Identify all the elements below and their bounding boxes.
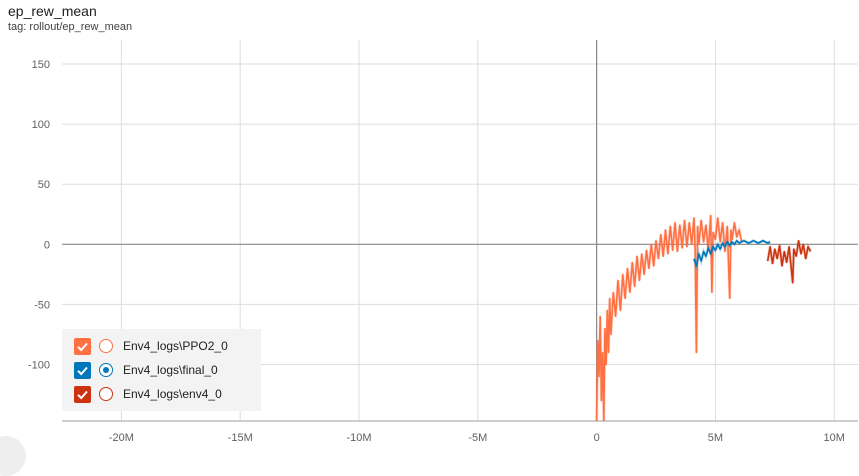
series-line-0 — [595, 214, 743, 421]
chart-title: ep_rew_mean — [8, 3, 97, 19]
chart-tag: tag: rollout/ep_rew_mean — [8, 21, 133, 33]
checkbox-checked-icon[interactable] — [74, 361, 91, 379]
y-tick-label: 100 — [32, 119, 50, 131]
series-line-1 — [693, 239, 771, 267]
x-tick-label: 10M — [824, 432, 845, 444]
x-tick-label: -15M — [228, 432, 253, 444]
series-line-2 — [766, 239, 812, 284]
legend-item-label: Env4_logs\PPO2_0 — [123, 339, 228, 353]
radio-selected-icon[interactable] — [99, 363, 113, 377]
x-tick-label: -20M — [109, 432, 134, 444]
y-tick-label: -100 — [28, 360, 50, 372]
legend-item-final[interactable]: Env4_logs\final_0 — [62, 358, 261, 382]
radio-icon[interactable] — [99, 339, 113, 353]
checkbox-checked-icon[interactable] — [74, 337, 91, 355]
legend-item-label: Env4_logs\final_0 — [123, 363, 218, 377]
y-tick-label: -50 — [34, 299, 50, 311]
legend-item-label: Env4_logs\env4_0 — [123, 387, 222, 401]
y-tick-label: 150 — [32, 59, 50, 71]
x-tick-label: 5M — [708, 432, 723, 444]
legend-item-ppo2[interactable]: Env4_logs\PPO2_0 — [62, 334, 261, 358]
x-tick-label: 0 — [594, 432, 600, 444]
radio-icon[interactable] — [99, 387, 113, 401]
y-tick-label: 50 — [38, 179, 50, 191]
y-tick-label: 0 — [44, 239, 50, 251]
legend-item-env4[interactable]: Env4_logs\env4_0 — [62, 382, 261, 406]
checkbox-checked-icon[interactable] — [74, 385, 91, 403]
series-lines — [595, 214, 812, 421]
legend: Env4_logs\PPO2_0 Env4_logs\final_0 Env4_… — [62, 329, 261, 411]
x-tick-label: -5M — [468, 432, 487, 444]
x-tick-label: -10M — [346, 432, 371, 444]
tick-labels: -20M -15M -10M -5M 0 5M 10M -100 -50 0 50 100 150 — [28, 59, 845, 444]
